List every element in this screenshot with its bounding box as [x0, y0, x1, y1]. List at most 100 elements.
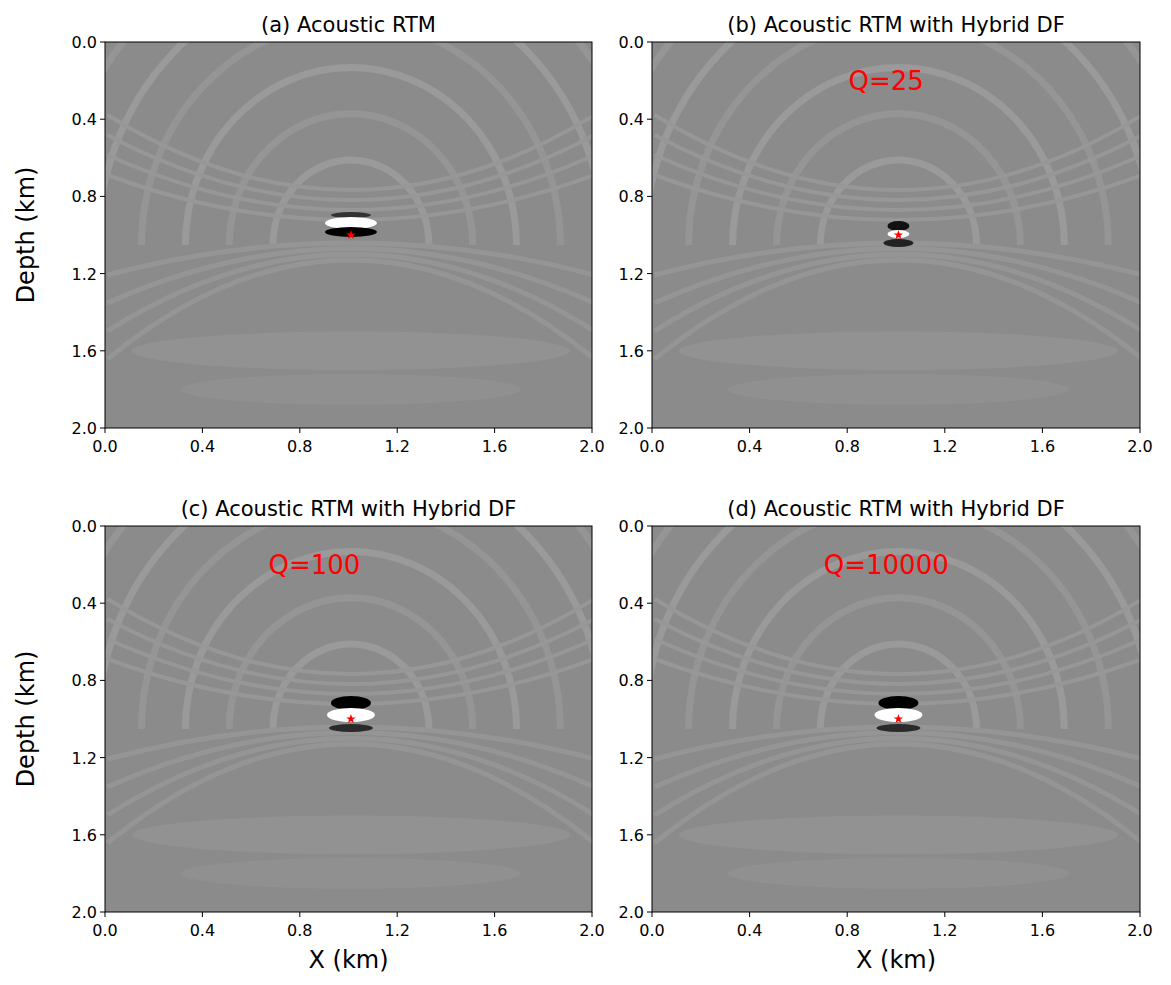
arc [142, 526, 561, 729]
x-tick [105, 912, 106, 917]
pale-band [728, 858, 1070, 889]
arc [107, 115, 592, 190]
y-tick [100, 526, 105, 527]
image-ground [105, 42, 592, 428]
pale-band [679, 816, 1118, 855]
y-tick-label: 0.8 [619, 187, 644, 206]
arc [273, 644, 429, 729]
x-tick [944, 912, 945, 917]
panel-title: (a) Acoustic RTM [261, 13, 436, 37]
arc [652, 42, 1140, 245]
y-tick-label: 1.6 [72, 826, 97, 845]
y-tick [647, 196, 652, 197]
arc [107, 744, 592, 843]
arc [654, 733, 1140, 787]
arc [185, 68, 516, 245]
x-tick-label: 0.0 [92, 921, 117, 940]
y-tick [647, 428, 652, 429]
arc [654, 260, 1140, 359]
image [652, 42, 1140, 428]
x-tick [494, 912, 495, 917]
y-tick-label: 0.8 [72, 671, 97, 690]
y-tick [647, 834, 652, 835]
image [105, 42, 592, 428]
y-tick-label: 1.2 [619, 749, 644, 768]
image [105, 526, 592, 912]
y-tick [647, 350, 652, 351]
y-tick-label: 0.8 [619, 671, 644, 690]
annotation: Q=25 [849, 66, 924, 96]
x-tick [397, 912, 398, 917]
source-star [346, 230, 356, 239]
arc [652, 526, 1140, 729]
image-ground [105, 526, 592, 912]
arc [105, 42, 592, 245]
y-tick-label: 0.4 [619, 110, 644, 129]
y-axis-title: Depth (km) [12, 651, 40, 788]
arc [105, 42, 592, 245]
x-tick [749, 912, 750, 917]
x-tick [397, 428, 398, 433]
x-tick-label: 1.2 [932, 921, 957, 940]
arc [820, 160, 976, 245]
arc [654, 254, 1140, 331]
image [652, 526, 1140, 912]
panel-title: (d) Acoustic RTM with Hybrid DF [727, 497, 1065, 521]
y-tick [647, 912, 652, 913]
arc [107, 249, 592, 303]
panel: 0.00.40.81.21.62.00.00.40.81.21.62.0(d) … [601, 412, 1171, 974]
y-tick [647, 119, 652, 120]
x-tick [494, 428, 495, 433]
annotation: Q=100 [268, 550, 360, 580]
arc [105, 526, 592, 729]
y-tick [100, 680, 105, 681]
x-tick-label: 0.8 [834, 437, 859, 456]
x-tick-label: 0.0 [92, 437, 117, 456]
image-ground [652, 42, 1140, 428]
arc [105, 526, 592, 729]
focus-blob [883, 239, 913, 247]
pale-band [180, 858, 521, 889]
x-tick-label: 1.6 [1030, 437, 1055, 456]
y-tick-label: 2.0 [72, 419, 97, 438]
y-tick [100, 119, 105, 120]
y-tick-label: 1.6 [619, 826, 644, 845]
x-tick [1042, 428, 1043, 433]
arc [654, 249, 1140, 303]
source-star [346, 714, 356, 723]
y-tick [100, 350, 105, 351]
y-tick [647, 680, 652, 681]
pale-band [132, 332, 570, 371]
focus-blob [887, 221, 909, 231]
x-tick [1042, 912, 1043, 917]
y-axis-title: Depth (km) [12, 167, 40, 304]
x-tick [1140, 912, 1141, 917]
y-tick-label: 1.6 [619, 342, 644, 361]
arc [654, 115, 1140, 190]
panel-title: (b) Acoustic RTM with Hybrid DF [727, 13, 1065, 37]
annotation: Q=10000 [824, 550, 949, 580]
x-tick [652, 428, 653, 433]
x-tick [652, 912, 653, 917]
y-tick-label: 0.8 [72, 187, 97, 206]
x-tick [299, 428, 300, 433]
y-tick-label: 1.6 [72, 342, 97, 361]
y-tick-label: 1.2 [619, 265, 644, 284]
y-tick-label: 2.0 [619, 419, 644, 438]
y-tick-label: 0.0 [619, 33, 644, 52]
arc [652, 526, 1140, 729]
pale-band [180, 374, 521, 405]
x-tick-label: 0.8 [287, 921, 312, 940]
focus-blob [876, 724, 920, 732]
x-axis-title: X (km) [308, 946, 388, 974]
pale-band [679, 332, 1118, 371]
focus-blob [329, 724, 373, 732]
x-tick [847, 912, 848, 917]
panel-title: (c) Acoustic RTM with Hybrid DF [181, 497, 517, 521]
pale-band [132, 816, 570, 855]
y-tick-label: 0.4 [72, 594, 97, 613]
y-tick-label: 0.0 [72, 33, 97, 52]
arc [107, 260, 592, 359]
x-tick [847, 428, 848, 433]
y-tick-label: 1.2 [72, 265, 97, 284]
